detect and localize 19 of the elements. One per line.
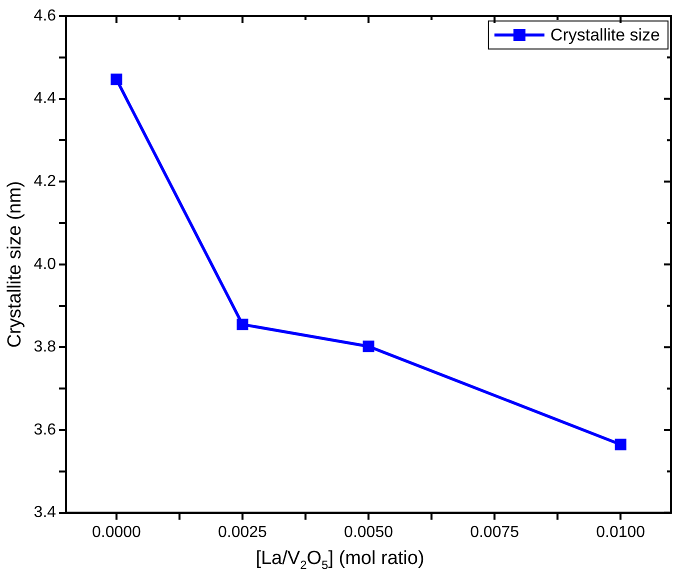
y-tick-label: 4.6	[34, 7, 56, 24]
point	[236, 318, 248, 330]
legend-label: Crystallite size	[550, 26, 660, 45]
point	[110, 74, 122, 86]
x-tick-label: 0.0075	[470, 524, 520, 541]
y-tick-label: 4.2	[34, 173, 56, 190]
y-tick-label: 3.6	[34, 421, 56, 438]
point	[362, 340, 374, 352]
point	[614, 438, 626, 450]
x-tick-label: 0.0100	[596, 524, 646, 541]
y-tick-label: 4.4	[34, 90, 56, 108]
y-axis-title: Crystallite size (nm)	[4, 180, 26, 348]
x-axis-title: [La/V$_{2}$O$_{5}$] (mol ratio)	[254, 548, 426, 572]
y-tick-label: 3.4	[34, 504, 56, 522]
y-tick-label: 3.8	[34, 338, 56, 356]
x-tick-label: 0.0025	[218, 524, 268, 541]
x-tick-label: 0.0050	[344, 524, 394, 541]
x-tick-label: 0.0000	[92, 524, 142, 541]
y-tick-label: 4.0	[34, 256, 56, 273]
